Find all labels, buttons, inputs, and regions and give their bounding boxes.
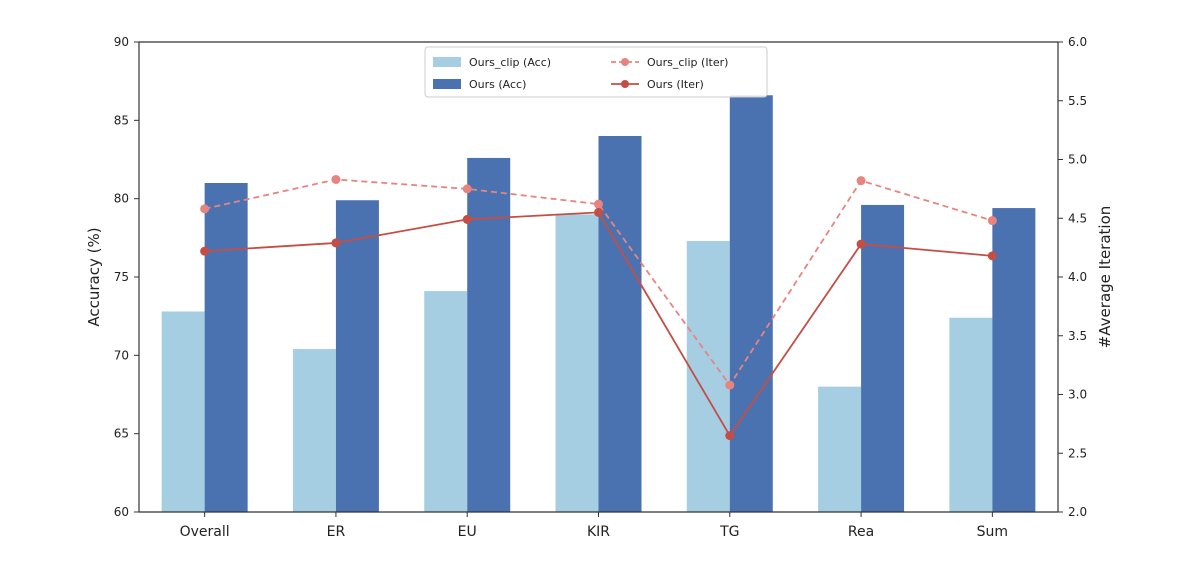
right-tick-label: 5.5 — [1068, 94, 1087, 108]
bar-ours-clip-acc-er — [292, 349, 336, 512]
left-tick-label: 65 — [114, 427, 129, 441]
point-ours-clip-iter-tg — [725, 380, 735, 390]
point-ours-iter-tg — [725, 431, 735, 441]
right-tick-label: 3.0 — [1068, 388, 1087, 402]
left-tick-label: 70 — [114, 348, 129, 362]
bar-ours-clip-acc-kir — [555, 214, 599, 513]
point-ours-iter-overall — [200, 246, 210, 256]
x-tick-label: Overall — [180, 524, 230, 540]
legend-marker-ours-clip-iter — [621, 58, 629, 66]
legend-marker-ours-iter — [621, 80, 629, 88]
right-tick-label: 2.0 — [1068, 505, 1087, 519]
point-ours-iter-er — [331, 238, 341, 248]
bar-ours-clip-acc-sum — [949, 317, 993, 512]
point-ours-clip-iter-er — [331, 174, 341, 184]
y2-axis-title: #Average Iteration — [1096, 206, 1114, 349]
x-tick-label: KIR — [587, 524, 610, 540]
point-ours-iter-rea — [856, 239, 866, 249]
bar-ours-acc-kir — [598, 136, 642, 512]
bar-ours-acc-rea — [861, 204, 905, 512]
right-tick-label: 5.0 — [1068, 153, 1087, 167]
legend-box — [424, 46, 768, 98]
bar-ours-acc-overall — [204, 183, 248, 512]
legend-swatch-ours-acc — [433, 79, 461, 89]
legend-label-ours-iter: Ours (Iter) — [647, 78, 704, 91]
x-tick-label: Sum — [977, 524, 1008, 540]
point-ours-iter-kir — [594, 207, 603, 217]
bar-ours-acc-eu — [467, 157, 511, 512]
point-ours-clip-iter-kir — [594, 199, 603, 209]
bar-ours-clip-acc-eu — [424, 291, 468, 512]
x-tick-label: TG — [719, 524, 739, 540]
left-tick-label: 85 — [114, 113, 129, 127]
point-ours-clip-iter-eu — [462, 184, 472, 194]
right-tick-label: 3.5 — [1068, 329, 1087, 343]
point-ours-iter-eu — [462, 214, 472, 224]
legend-label-ours-acc: Ours (Acc) — [469, 78, 526, 91]
left-tick-label: 80 — [114, 192, 129, 206]
left-tick-label: 75 — [114, 270, 129, 284]
bar-ours-clip-acc-overall — [161, 311, 205, 512]
bar-ours-clip-acc-rea — [818, 386, 862, 512]
x-tick-label: ER — [327, 524, 346, 540]
right-tick-label: 4.0 — [1068, 270, 1087, 284]
right-tick-label: 6.0 — [1068, 35, 1087, 49]
x-tick-label: Rea — [848, 524, 874, 540]
x-tick-label: EU — [458, 524, 477, 540]
left-tick-label: 60 — [114, 505, 129, 519]
legend-label-ours-clip-acc: Ours_clip (Acc) — [469, 56, 551, 69]
point-ours-iter-sum — [987, 251, 997, 261]
bar-ours-acc-er — [335, 200, 379, 512]
right-tick-label: 2.5 — [1068, 446, 1087, 460]
bar-ours-acc-tg — [729, 95, 773, 513]
y-axis-title: Accuracy (%) — [85, 227, 103, 326]
bar-ours-acc-sum — [992, 208, 1036, 513]
legend-swatch-ours-clip-acc — [433, 57, 461, 67]
legend-label-ours-clip-iter: Ours_clip (Iter) — [647, 56, 728, 69]
right-tick-label: 4.5 — [1068, 211, 1087, 225]
point-ours-clip-iter-sum — [987, 216, 997, 226]
point-ours-clip-iter-rea — [856, 176, 866, 186]
point-ours-clip-iter-overall — [200, 204, 210, 214]
left-tick-label: 90 — [114, 35, 129, 49]
